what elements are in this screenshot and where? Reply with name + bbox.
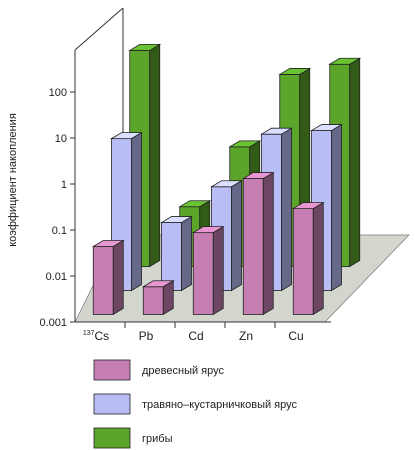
bar-side [262,171,274,316]
y-tick-label: 100 [49,87,67,99]
bar-Cu-s0 [291,201,325,316]
category-label: Zn [239,329,253,343]
bar-side [312,201,324,316]
category-label: 137Cs [83,329,109,343]
bar-137Cs-s0 [91,239,125,316]
legend-label: травяно–кустарничковый ярус [142,399,298,411]
legend: древесный ярус травяно–кустарничковый яру… [93,359,298,449]
bar-top [210,180,243,188]
y-tick-label: 0.001 [39,317,67,329]
bar-front [292,208,314,315]
y-tick-label: 0.01 [46,271,67,283]
category-label: Pb [139,329,154,343]
bar-side [281,127,292,292]
bar-top [110,132,143,140]
bar-top [191,226,225,234]
bar-top [260,127,293,135]
bar-side [131,131,142,292]
bar-top [91,240,125,247]
category-label: Cd [188,329,203,343]
bar-side [212,225,224,316]
bar-front [192,232,214,315]
bar-Zn-s0 [241,171,275,316]
bar-front [161,222,182,291]
y-tick-label: 10 [55,133,67,145]
bar-top [128,44,162,51]
category-labels: 137Cs Pb Cd Zn Cu [83,329,304,343]
bar-top [178,200,212,208]
bar-top [328,57,362,65]
bar-Pb-s1 [160,215,193,292]
bar-top [160,216,193,223]
y-axis-label: коэффициент накопления [7,113,19,247]
bar-top [241,172,275,179]
legend-label: грибы [142,433,173,445]
bar-side [349,57,361,268]
legend-swatch [93,393,131,415]
legend-swatch [93,359,131,381]
bar-top [141,280,175,288]
legend-label: древесный ярус [142,365,225,377]
category-label: Cu [288,329,303,343]
bar-side [181,215,192,292]
bar-top [278,68,312,75]
bar-top [291,202,325,209]
bar-side [331,123,342,292]
bar-side [149,43,161,268]
wall-top-edge [74,7,124,51]
legend-swatch [93,427,131,449]
y-tick-label: 0.1 [52,225,67,237]
bar-Pb-s0 [141,280,175,316]
bar-top [310,124,343,131]
bar-top [228,140,262,148]
bar-Cd-s0 [191,225,225,316]
y-tick-label: 1 [61,179,67,191]
bar-front [242,178,264,315]
bar-front [142,286,164,315]
chart-bars [91,43,362,316]
bar-front [92,246,114,315]
bar-side [112,239,124,316]
bar-side [231,180,242,292]
